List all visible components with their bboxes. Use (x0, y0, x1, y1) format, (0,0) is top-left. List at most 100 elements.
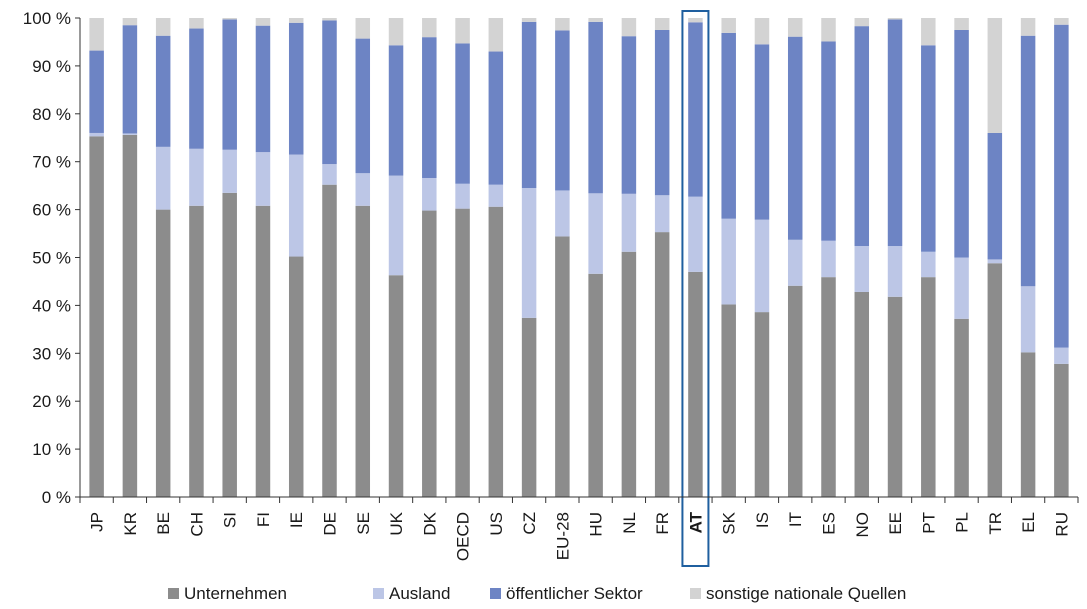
legend-label-1: Unternehmen (184, 584, 287, 603)
bar-cz-series-1 (521, 317, 537, 497)
x-tick-label-ch: CH (187, 512, 206, 537)
bar-ie-series-1 (288, 256, 304, 497)
bar-ch-series-3 (189, 28, 204, 149)
bar-es-series-3 (821, 41, 836, 241)
bar-cz-series-3 (521, 21, 537, 189)
bar-fr-series-2 (654, 195, 670, 233)
y-tick-label: 20 % (32, 392, 71, 411)
x-tick-label-it: IT (786, 512, 805, 527)
legend-label-4: sonstige nationale Quellen (706, 584, 906, 603)
y-tick-label: 50 % (32, 249, 71, 268)
bar-at-series-3 (688, 22, 703, 197)
bar-hu-series-1 (588, 273, 603, 497)
bar-el-series-3 (1020, 35, 1036, 287)
x-tick-label-tr: TR (986, 512, 1005, 535)
x-tick-label-ee: EE (886, 512, 905, 535)
bar-ru-series-3 (1054, 24, 1069, 348)
bar-cz-series-4 (521, 18, 537, 22)
bar-dk-series-2 (422, 177, 437, 211)
x-tick-label-hu: HU (587, 512, 606, 537)
y-tick-label: 80 % (32, 105, 71, 124)
bar-hu-series-4 (588, 18, 603, 22)
bar-dk-series-3 (422, 37, 437, 178)
bar-no-series-4 (854, 18, 870, 27)
bar-sk-series-1 (721, 304, 736, 497)
x-tick-label-se: SE (354, 512, 373, 535)
bar-tr-series-2 (987, 259, 1003, 264)
bar-eu-28-series-4 (555, 18, 570, 31)
bar-el-series-4 (1020, 18, 1036, 36)
bar-it-series-1 (787, 285, 803, 497)
y-tick-label: 90 % (32, 57, 71, 76)
bar-el-series-2 (1020, 286, 1036, 353)
bar-oecd-series-4 (455, 18, 470, 44)
bar-pl-series-4 (954, 18, 969, 30)
y-tick-label: 0 % (42, 488, 71, 507)
bar-is-series-4 (754, 18, 770, 45)
bar-kr-series-4 (122, 18, 138, 26)
bar-nl-series-4 (621, 18, 637, 37)
bar-eu-28-series-1 (555, 236, 570, 498)
bar-be-series-4 (155, 18, 171, 36)
bar-dk-series-4 (422, 18, 437, 38)
bar-fr-series-1 (654, 232, 670, 498)
x-tick-label-us: US (487, 512, 506, 536)
x-tick-label-nl: NL (620, 512, 639, 534)
bar-pl-series-3 (954, 29, 969, 258)
bar-de-series-2 (322, 164, 337, 185)
x-tick-label-el: EL (1019, 512, 1038, 533)
y-tick-label: 40 % (32, 296, 71, 315)
bar-oecd-series-1 (455, 208, 470, 497)
highlight-box-at (681, 10, 710, 567)
bar-us-series-1 (488, 206, 504, 498)
legend-label-2: Ausland (389, 584, 450, 603)
bar-eu-28-series-3 (555, 30, 570, 191)
bar-fi-series-4 (255, 18, 271, 26)
bar-se-series-3 (355, 38, 371, 174)
bar-is-series-1 (754, 312, 770, 497)
bar-oecd-series-3 (455, 43, 470, 184)
bar-fi-series-3 (255, 25, 271, 153)
bar-ie-series-2 (288, 154, 304, 257)
bar-at-series-2 (688, 196, 703, 272)
bar-no-series-3 (854, 26, 870, 246)
bar-ie-series-3 (288, 22, 304, 155)
bar-ch-series-4 (189, 18, 204, 29)
x-tick-label-ru: RU (1052, 512, 1071, 537)
bar-be-series-3 (155, 35, 171, 147)
bar-fi-series-2 (255, 152, 271, 206)
bar-tr-series-3 (987, 132, 1003, 260)
bar-pt-series-1 (921, 277, 936, 497)
bar-si-series-4 (222, 18, 237, 20)
legend-swatch-3 (490, 588, 501, 599)
x-tick-label-at: AT (686, 511, 705, 533)
x-tick-label-oecd: OECD (454, 512, 473, 561)
bar-eu-28-series-2 (555, 190, 570, 237)
bar-fi-series-1 (255, 205, 271, 497)
x-tick-label-es: ES (820, 512, 839, 535)
legend-label-3: öffentlicher Sektor (506, 584, 643, 603)
legend-swatch-2 (373, 588, 384, 599)
x-tick-label-sk: SK (720, 511, 739, 534)
bars-group (89, 10, 1069, 567)
bar-tr-series-1 (987, 263, 1003, 497)
bar-uk-series-3 (388, 45, 404, 176)
bar-at-series-1 (688, 271, 703, 497)
bar-se-series-1 (355, 205, 371, 497)
bar-es-series-2 (821, 240, 836, 278)
x-tick-label-is: IS (753, 512, 772, 528)
legend: Unternehmen Ausland öffentlicher Sektor son… (168, 584, 906, 603)
bar-de-series-1 (322, 184, 337, 497)
bar-pt-series-3 (921, 45, 936, 252)
bar-sk-series-4 (721, 18, 736, 33)
bar-hu-series-2 (588, 193, 603, 274)
legend-swatch-1 (168, 588, 179, 599)
bar-is-series-3 (754, 44, 770, 220)
bar-kr-series-2 (122, 133, 138, 135)
x-tick-label-jp: JP (88, 512, 107, 532)
bar-ee-series-4 (887, 18, 903, 20)
x-tick-label-eu-28: EU-28 (553, 512, 572, 560)
x-tick-label-fi: FI (254, 512, 273, 527)
bar-kr-series-1 (122, 134, 138, 497)
bar-us-series-2 (488, 184, 504, 207)
